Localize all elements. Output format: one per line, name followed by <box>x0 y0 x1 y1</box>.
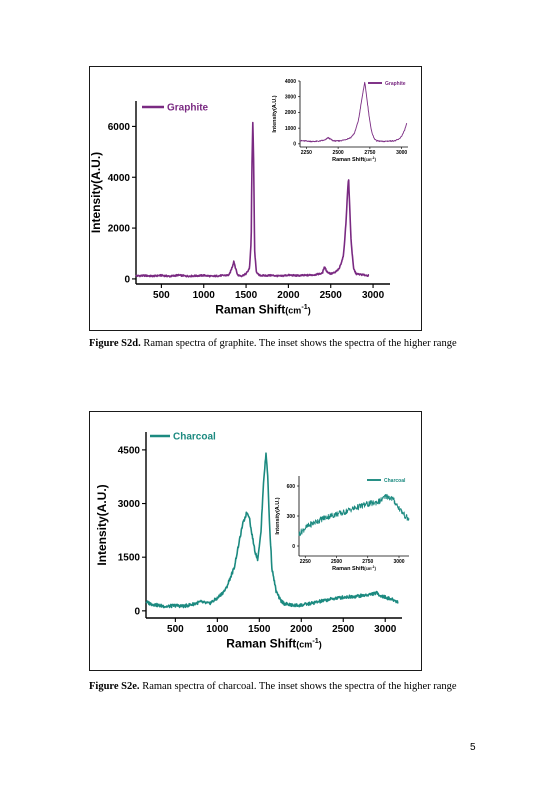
x-axis-label: Raman Shift(cm-1) <box>332 565 376 572</box>
x-tick-label: 1000 <box>206 624 229 635</box>
series-line <box>298 493 410 537</box>
y-tick-label: 3000 <box>118 499 141 510</box>
x-tick-label: 2500 <box>331 559 342 565</box>
x-tick-label: 2000 <box>290 624 313 635</box>
y-tick-label: 0 <box>124 274 130 285</box>
x-tick-label: 1000 <box>193 290 216 301</box>
caption-label: Figure S2e. <box>89 681 140 692</box>
x-tick-label: 500 <box>167 624 184 635</box>
x-axis-label: Raman Shift(cm-1) <box>332 156 376 163</box>
x-tick-label: 500 <box>153 290 170 301</box>
y-tick-label: 300 <box>287 514 296 520</box>
y-axis-label: Intensity(A.U.) <box>272 95 278 132</box>
y-tick-label: 2000 <box>108 224 131 235</box>
y-tick-label: 2000 <box>285 110 296 116</box>
y-tick-label: 600 <box>287 484 296 490</box>
legend-label: Charcoal <box>173 432 216 443</box>
y-tick-label: 4000 <box>108 173 131 184</box>
y-tick-label: 4000 <box>285 79 296 85</box>
caption-label: Figure S2d. <box>89 338 141 349</box>
charcoal-chart: 500 1000 1500 2000 2500 30000150030004500Rama… <box>95 432 410 651</box>
x-tick-label: 2500 <box>320 290 343 301</box>
y-tick-label: 3000 <box>285 94 296 100</box>
y-tick-label: 1000 <box>285 126 296 132</box>
y-tick-label: 6000 <box>108 122 131 133</box>
x-tick-label: 3000 <box>393 559 404 565</box>
legend-label: Charcoal <box>384 478 406 484</box>
x-tick-label: 2250 <box>301 150 312 156</box>
graphite-chart: 500 1000 1500 2000 2500 3000 0 2000 4000 6000 Rama… <box>90 79 408 317</box>
x-tick-label: 2000 <box>277 290 300 301</box>
caption-text: Raman spectra of charcoal. The inset sho… <box>139 681 457 692</box>
graphite-figure: 500 1000 1500 2000 2500 3000 0 2000 4000 6000 Rama… <box>89 66 422 331</box>
legend-label: Graphite <box>385 81 406 87</box>
x-axis-label: Raman Shift(cm-1) <box>215 302 310 317</box>
x-tick-label: 3000 <box>396 150 407 156</box>
figure-caption-charcoal: Figure S2e. Raman spectra of charcoal. T… <box>89 680 477 693</box>
y-axis-label: Intensity(A.U.) <box>90 152 103 233</box>
y-tick-label: 0 <box>293 142 296 148</box>
caption-text: Raman spectra of graphite. The inset sho… <box>140 338 457 349</box>
figure-caption-graphite: Figure S2d. Raman spectra of graphite. T… <box>89 337 477 350</box>
y-axis-label: Intensity(A.U.) <box>95 484 109 565</box>
x-tick-label: 1500 <box>235 290 258 301</box>
page-number: 5 <box>470 742 476 753</box>
series-line <box>135 121 370 278</box>
series-line <box>145 452 399 609</box>
x-tick-label: 2750 <box>362 559 373 565</box>
x-axis-label: Raman Shift(cm-1) <box>226 636 321 651</box>
x-tick-label: 2750 <box>364 150 375 156</box>
y-tick-label: 0 <box>134 606 140 617</box>
y-tick-label: 1500 <box>118 553 141 564</box>
x-tick-label: 2250 <box>300 559 311 565</box>
x-tick-label: 3000 <box>374 624 397 635</box>
charcoal-figure: 500 1000 1500 2000 2500 3000 0 1500 3000 4500 Rama… <box>89 411 422 671</box>
y-axis-label: Intensity(A.U.) <box>275 497 281 534</box>
series-line <box>299 81 408 143</box>
legend-label: Graphite <box>167 103 209 114</box>
x-tick-label: 2500 <box>333 150 344 156</box>
y-tick-label: 4500 <box>118 445 141 456</box>
y-tick-label: 0 <box>292 544 295 550</box>
x-tick-label: 3000 <box>362 290 385 301</box>
x-tick-label: 2500 <box>332 624 355 635</box>
x-tick-label: 1500 <box>248 624 271 635</box>
